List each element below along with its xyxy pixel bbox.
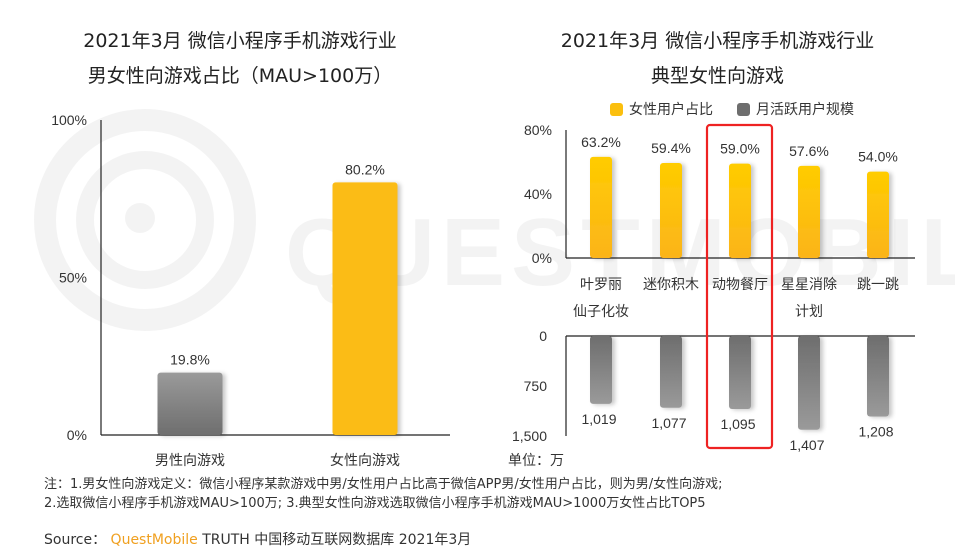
female-share-bar bbox=[660, 162, 682, 258]
y-tick-label: 1,500 bbox=[512, 428, 547, 444]
female-share-value-label: 54.0% bbox=[858, 149, 898, 165]
female-share-bar bbox=[590, 156, 612, 258]
x-category-label: 女性向游戏 bbox=[330, 452, 400, 469]
x-category-label: 星星消除 bbox=[781, 277, 837, 293]
y-tick-label: 0% bbox=[67, 427, 87, 443]
mau-value-label: 1,407 bbox=[789, 437, 824, 453]
source-prefix: Source： bbox=[44, 532, 107, 548]
notes-line2: 2.选取微信小程序手机游戏MAU>100万; 3.典型女性向游戏选取微信小程序手… bbox=[44, 496, 706, 511]
female-share-bar bbox=[729, 163, 751, 258]
left-bar-chart: 0% 50% 100% 19.8% 男性向游戏 80.2% 女性向游戏 bbox=[51, 112, 450, 469]
left-title-line2: 男女性向游戏占比（MAU>100万） bbox=[87, 65, 393, 87]
y-tick-label: 80% bbox=[524, 122, 552, 138]
y-tick-label: 750 bbox=[524, 378, 548, 394]
y-tick-label: 0 bbox=[539, 328, 547, 344]
mau-value-label: 1,019 bbox=[581, 411, 616, 427]
highlight-box bbox=[705, 123, 774, 450]
female-share-value-label: 59.4% bbox=[651, 140, 691, 156]
female-share-value-label: 59.0% bbox=[720, 141, 760, 157]
female-share-value-label: 57.6% bbox=[789, 143, 829, 159]
mau-value-label: 1,095 bbox=[720, 416, 755, 432]
notes-line1: 注：1.男女性向游戏定义：微信小程序某款游戏中男/女性用户占比高于微信APP男/… bbox=[44, 477, 723, 492]
source-line: Source： QuestMobile TRUTH 中国移动互联网数据库 202… bbox=[44, 529, 471, 549]
unit-label: 单位：万 bbox=[508, 453, 564, 469]
x-category-label: 计划 bbox=[795, 304, 823, 320]
female-share-bar bbox=[798, 165, 820, 258]
female-share-value-label: 63.2% bbox=[581, 134, 621, 150]
legend-swatch-female-share bbox=[610, 102, 623, 116]
y-tick-label: 100% bbox=[51, 112, 87, 128]
x-category-label: 跳一跳 bbox=[857, 277, 899, 293]
mau-bar bbox=[590, 336, 612, 404]
legend-swatch-mau bbox=[737, 102, 750, 116]
right-title-line1: 2021年3月 微信小程序手机游戏行业 bbox=[560, 30, 875, 52]
mau-value-label: 1,077 bbox=[651, 415, 686, 431]
left-title-line1: 2021年3月 微信小程序手机游戏行业 bbox=[83, 30, 397, 52]
bar-female bbox=[332, 182, 398, 435]
bar-value-label: 80.2% bbox=[345, 161, 385, 177]
right-chart-title: 2021年3月 微信小程序手机游戏行业 典型女性向游戏 bbox=[480, 24, 955, 94]
source-rest: TRUTH 中国移动互联网数据库 2021年3月 bbox=[202, 532, 472, 548]
y-tick-label: 50% bbox=[59, 270, 87, 286]
bar-value-label: 19.8% bbox=[170, 352, 210, 368]
x-category-label: 迷你积木 bbox=[643, 277, 699, 293]
x-category-label: 男性向游戏 bbox=[155, 453, 225, 469]
mau-value-label: 1,208 bbox=[858, 424, 893, 440]
legend-label-mau: 月活跃用户规模 bbox=[756, 102, 854, 118]
x-category-label: 动物餐厅 bbox=[712, 277, 768, 293]
source-brand: QuestMobile bbox=[110, 532, 198, 548]
mau-bar bbox=[867, 336, 889, 417]
y-tick-label: 0% bbox=[532, 250, 552, 266]
legend-item-mau: 月活跃用户规模 bbox=[737, 99, 854, 119]
x-category-label: 仙子化妆 bbox=[573, 304, 629, 320]
x-category-label: 叶罗丽 bbox=[580, 277, 622, 293]
mau-bar-chart: 0 750 1,500 1,019 1,077 1,095 1,407 1,208 bbox=[512, 328, 915, 453]
y-tick-label: 40% bbox=[524, 186, 552, 202]
mau-bar bbox=[729, 336, 751, 409]
bar-male bbox=[157, 372, 223, 435]
female-share-bar bbox=[867, 171, 889, 258]
mau-bar bbox=[660, 336, 682, 408]
legend-label-female-share: 女性用户占比 bbox=[629, 102, 713, 118]
right-title-line2: 典型女性向游戏 bbox=[650, 65, 784, 87]
female-share-bar-chart: 0% 40% 80% 63.2% 59.4% 59.0% 57.6% 54.0% 叶罗丽仙子化妆… bbox=[524, 122, 915, 320]
mau-bar bbox=[798, 336, 820, 430]
notes: 注：1.男女性向游戏定义：微信小程序某款游戏中男/女性用户占比高于微信APP男/… bbox=[44, 475, 723, 513]
legend-item-female-share: 女性用户占比 bbox=[610, 99, 713, 119]
left-chart-title: 2021年3月 微信小程序手机游戏行业 男女性向游戏占比（MAU>100万） bbox=[0, 24, 480, 94]
highlight-rect bbox=[705, 123, 774, 450]
legend: 女性用户占比 月活跃用户规模 bbox=[610, 99, 872, 119]
